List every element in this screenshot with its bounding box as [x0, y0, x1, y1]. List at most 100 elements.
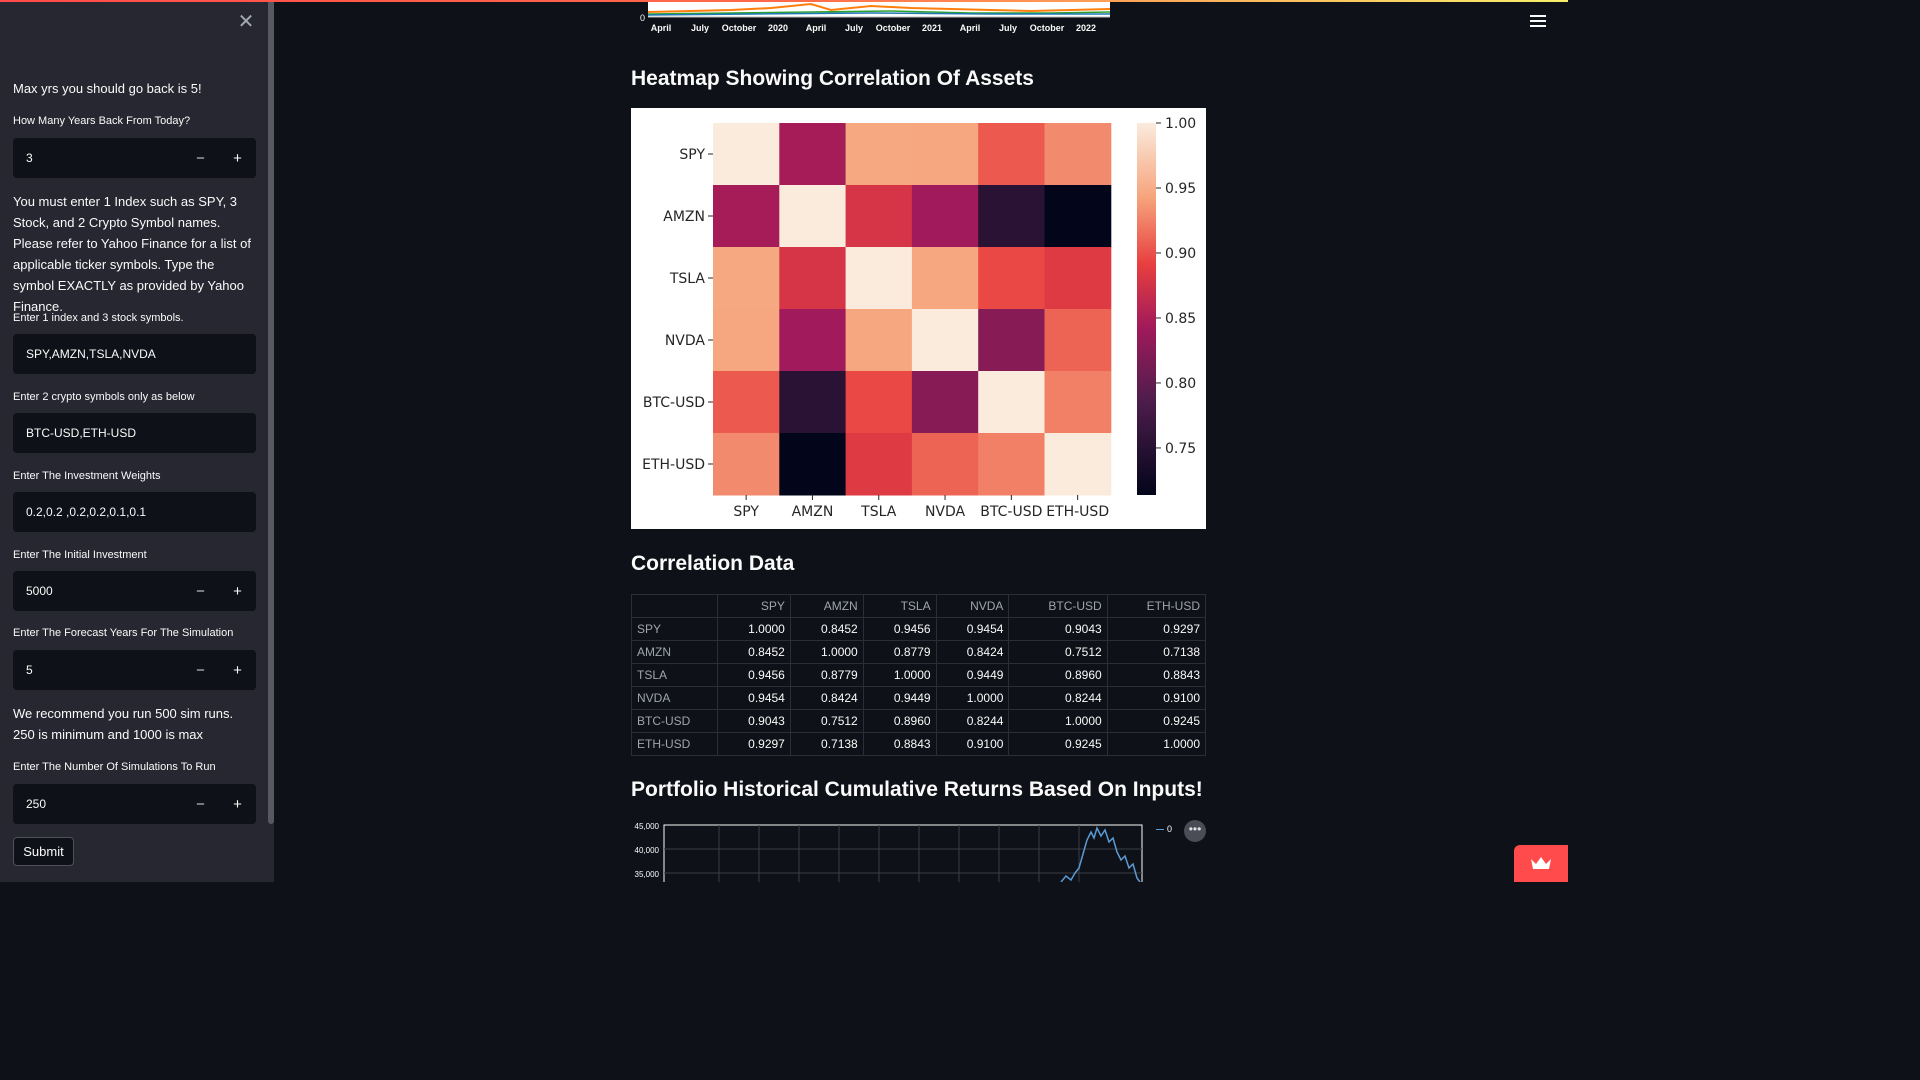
table-cell: 0.8452: [717, 640, 791, 664]
table-cell: 0.9297: [1106, 617, 1207, 641]
sidebar-scrollbar[interactable]: [268, 0, 274, 882]
column-header[interactable]: TSLA: [862, 594, 937, 618]
table-cell: 0.8960: [1008, 663, 1108, 687]
heatmap-cell: [978, 371, 1045, 434]
submit-button[interactable]: Submit: [13, 837, 74, 866]
heatmap-x-tick-label: ETH-USD: [1046, 504, 1109, 520]
cumulative-gridlines: [664, 825, 1142, 882]
table-cell: 0.9449: [935, 663, 1010, 687]
heatmap-colorbar: [1137, 123, 1156, 495]
column-header[interactable]: AMZN: [789, 594, 864, 618]
table-header-row: SPY AMZN TSLA NVDA BTC-USD ETH-USD: [631, 594, 1207, 618]
table-cell: 1.0000: [717, 617, 791, 641]
top-chart-x-tick: 2021: [922, 23, 942, 33]
cumulative-returns-chart: 45,000 40,000 35,000: [635, 822, 1143, 882]
table-cell: 0.7512: [789, 709, 864, 733]
years-decrement-button[interactable]: −: [196, 149, 205, 167]
column-header[interactable]: NVDA: [935, 594, 1010, 618]
table-cell: 0.9245: [1008, 732, 1108, 756]
investment-increment-button[interactable]: +: [233, 582, 242, 600]
intro-text: Max yrs you should go back is 5!: [13, 81, 202, 96]
table-cell: 0.9456: [717, 663, 791, 687]
close-sidebar-icon[interactable]: ✕: [237, 11, 255, 33]
column-header[interactable]: BTC-USD: [1008, 594, 1108, 618]
sims-increment-button[interactable]: +: [233, 795, 242, 813]
investment-input[interactable]: [13, 584, 182, 598]
heatmap-cell: [978, 185, 1045, 248]
heatmap-cell: [1044, 247, 1112, 310]
forecast-input[interactable]: [13, 663, 182, 677]
investment-decrement-button[interactable]: −: [196, 582, 205, 600]
top-chart-x-tick: October: [876, 23, 911, 33]
table-row: AMZN 0.8452 1.0000 0.8779 0.8424 0.7512 0.7138: [631, 640, 1207, 664]
heatmap-cell: [911, 247, 979, 310]
colorbar-tick-label: 0.75: [1165, 441, 1196, 457]
heatmap-x-tick-label: NVDA: [925, 504, 966, 520]
table-cell: 0.9454: [935, 617, 1010, 641]
crypto-input[interactable]: [13, 426, 256, 440]
heatmap-cell: [911, 309, 979, 372]
heatmap-cell: [978, 309, 1045, 372]
legend-label: 0: [1167, 824, 1173, 834]
sidebar-scrollbar-thumb[interactable]: [268, 0, 274, 824]
heatmap-cell: [779, 371, 847, 434]
weights-input[interactable]: [13, 505, 256, 519]
sidebar: ✕ Max yrs you should go back is 5! How M…: [0, 0, 274, 882]
heatmap-cell: [911, 371, 979, 434]
sims-decrement-button[interactable]: −: [196, 795, 205, 813]
heatmap-cell: [1044, 309, 1112, 372]
top-chart-x-tick: July: [691, 23, 709, 33]
table-cell: 0.8843: [862, 732, 937, 756]
heatmap-cell: [713, 309, 780, 372]
sim-note-text: We recommend you run 500 sim runs. 250 i…: [13, 706, 234, 742]
heatmap-cell: [779, 123, 847, 186]
heatmap-cell: [978, 123, 1045, 186]
cumulative-legend[interactable]: 0: [1156, 824, 1172, 834]
instructions-text: You must enter 1 Index such as SPY, 3 St…: [13, 194, 251, 314]
table-corner-cell: [631, 594, 718, 618]
heatmap-cell: [845, 371, 913, 434]
streamlit-badge[interactable]: [1514, 845, 1568, 882]
years-input[interactable]: [13, 151, 182, 165]
table-cell: 0.8779: [789, 663, 864, 687]
years-increment-button[interactable]: +: [233, 149, 242, 167]
correlation-table: SPY AMZN TSLA NVDA BTC-USD ETH-USD SPY 1.…: [631, 594, 1207, 756]
table-cell: 0.8779: [862, 640, 937, 664]
table-cell: 0.7512: [1008, 640, 1108, 664]
heatmap-cell: [713, 185, 780, 248]
table-cell: 0.8244: [935, 709, 1010, 733]
table-cell: 0.9043: [717, 709, 791, 733]
heatmap-y-tick-label: BTC-USD: [643, 395, 705, 411]
top-chart-x-tick: October: [722, 23, 757, 33]
heatmap-cell: [779, 433, 847, 496]
table-cell: 0.8424: [935, 640, 1010, 664]
sims-input[interactable]: [13, 797, 182, 811]
table-row: BTC-USD 0.9043 0.7512 0.8960 0.8244 1.0000 0.9…: [631, 709, 1207, 733]
heatmap-cell: [713, 247, 780, 310]
stocks-field: [13, 334, 256, 374]
heatmap-y-tick-label: ETH-USD: [642, 457, 705, 473]
column-header[interactable]: ETH-USD: [1106, 594, 1207, 618]
heatmap-x-tick-label: BTC-USD: [980, 504, 1042, 520]
chart-more-options-button[interactable]: •••: [1184, 820, 1206, 842]
heatmap-cell: [911, 185, 979, 248]
table-cell: 1.0000: [789, 640, 864, 664]
crypto-field: [13, 413, 256, 453]
colorbar-tick-label: 0.95: [1165, 181, 1196, 197]
table-cell: 0.8424: [789, 686, 864, 710]
heatmap-cell: [845, 433, 913, 496]
top-chart-series-green: [647, 10, 1111, 15]
top-line-chart: 0 April July October 2020 April July October 20…: [640, 0, 1111, 33]
table-row: NVDA 0.9454 0.8424 0.9449 1.0000 0.8244 0.9100: [631, 686, 1207, 710]
forecast-decrement-button[interactable]: −: [196, 661, 205, 679]
forecast-increment-button[interactable]: +: [233, 661, 242, 679]
table-cell: 1.0000: [862, 663, 937, 687]
heatmap-cell: [779, 309, 847, 372]
stocks-input[interactable]: [13, 347, 256, 361]
heatmap-cell: [845, 185, 913, 248]
heatmap-y-tick-label: NVDA: [665, 333, 706, 349]
heatmap-cell: [1044, 371, 1112, 434]
stocks-label: Enter 1 index and 3 stock symbols.: [13, 312, 184, 324]
menu-icon[interactable]: [1530, 15, 1546, 29]
column-header[interactable]: SPY: [717, 594, 791, 618]
